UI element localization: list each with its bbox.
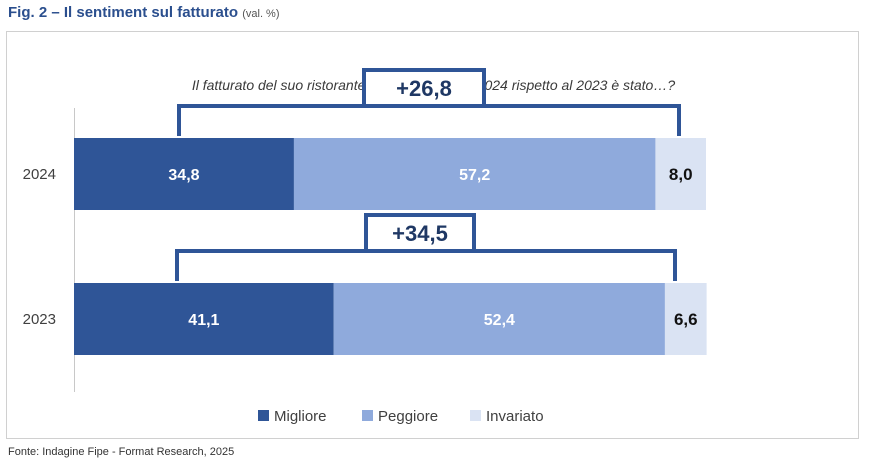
legend-swatch [362,410,373,421]
bar-segment [74,138,294,210]
figure-title-text: Fig. 2 – Il sentiment sul fatturato [8,4,239,21]
bar-segment [74,283,334,355]
category-label: 2023 [23,311,56,328]
data-label: 41,1 [188,312,219,329]
source-note: Fonte: Indagine Fipe - Format Research, … [8,446,235,458]
data-label: 8,0 [669,165,693,184]
data-label: 57,2 [459,167,490,184]
balance-label: +26,8 [396,76,452,101]
data-label: 34,8 [168,167,199,184]
balance-box [362,68,486,108]
balance-bracket [175,249,677,281]
legend-label: Migliore [274,408,327,425]
balance-box [364,213,476,253]
bar-segment [655,138,706,210]
figure-title: Fig. 2 – Il sentiment sul fatturato (val… [8,4,280,21]
legend-label: Peggiore [378,408,438,425]
data-label: 6,6 [674,310,698,329]
data-label: 52,4 [484,312,515,329]
bar-segment [293,138,656,210]
category-label: 2024 [23,166,56,183]
balance-label: +34,5 [392,221,448,246]
bar-segment [664,283,707,355]
balance-bracket [177,104,681,136]
legend-label: Invariato [486,408,544,425]
legend-swatch [470,410,481,421]
figure-unit: (val. %) [242,8,280,20]
bar-segment [333,283,665,355]
legend-swatch [258,410,269,421]
